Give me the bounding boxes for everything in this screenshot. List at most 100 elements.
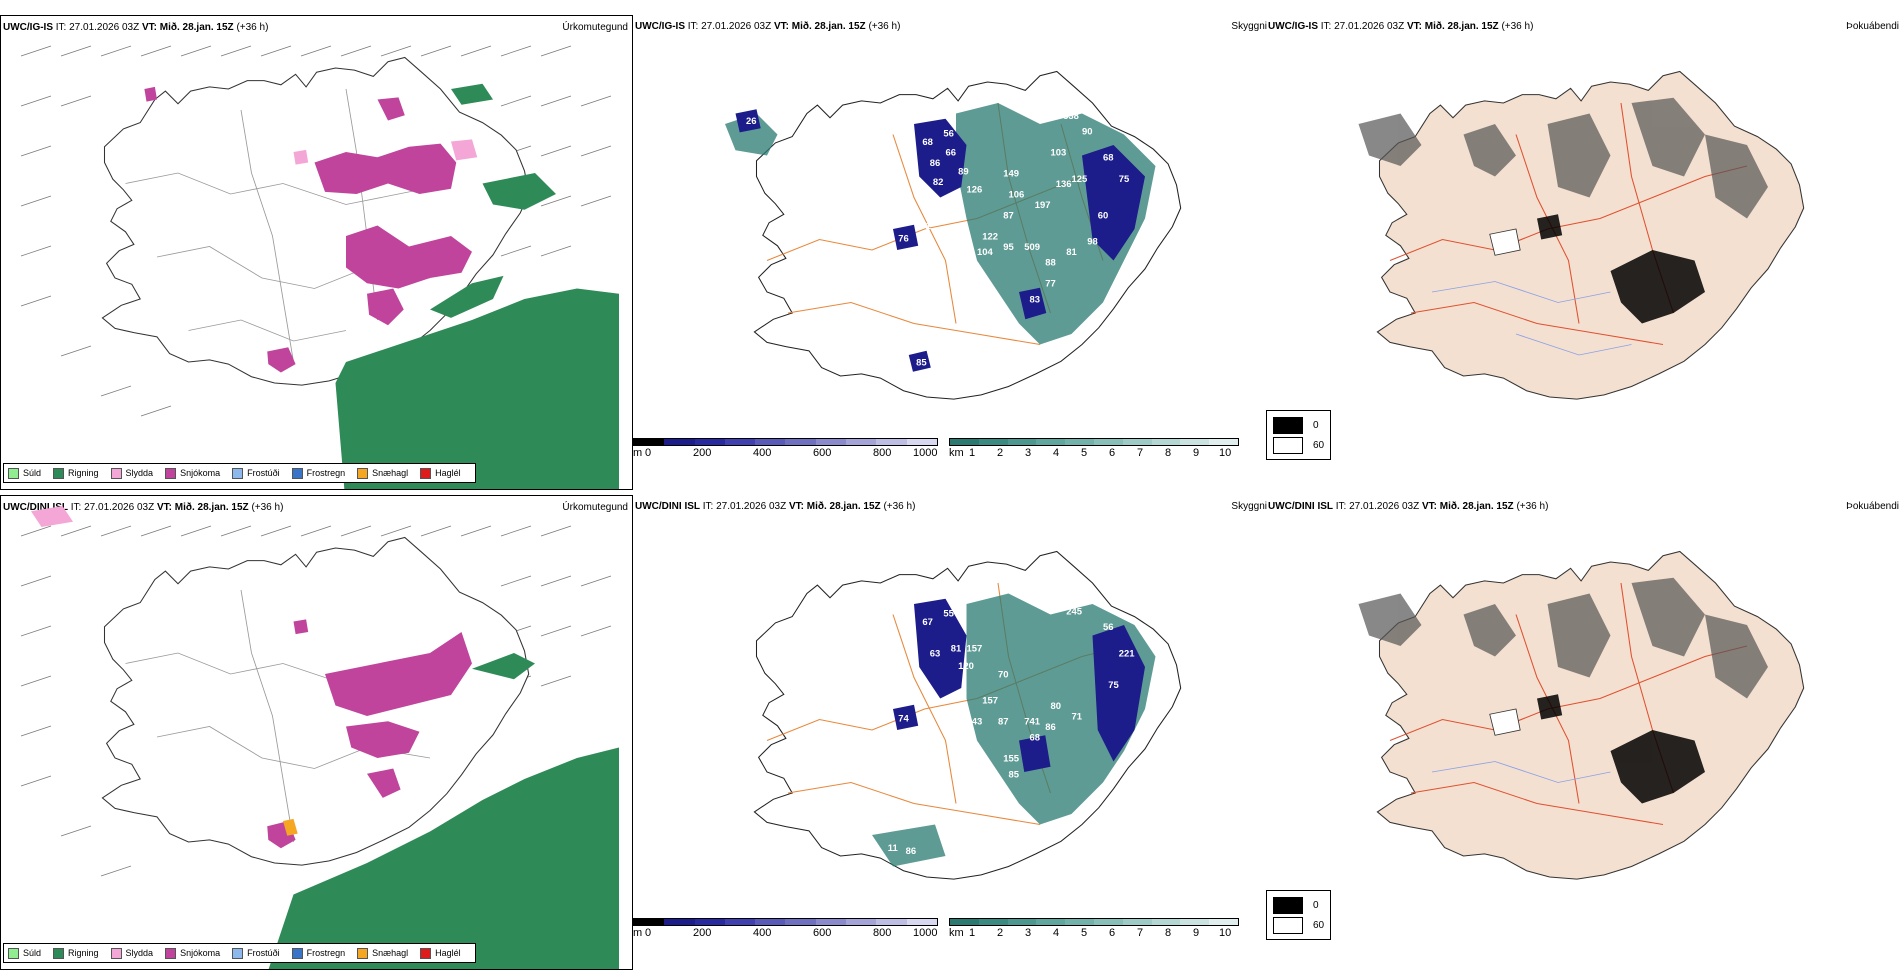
vis-label: 86 bbox=[1045, 722, 1056, 733]
visibility-panel-row2: UWC/DINI ISL IT: 27.01.2026 03Z VT: Mið.… bbox=[633, 495, 1267, 970]
panel-header: UWC/DINI ISL IT: 27.01.2026 03Z VT: Mið.… bbox=[635, 501, 916, 512]
elevation-colorbar-gradient bbox=[633, 438, 938, 446]
vis-label: 66 bbox=[946, 148, 957, 159]
visibility-map: 67 55 63 81 157 120 74 70 157 143 87 80 … bbox=[753, 550, 1182, 880]
vis-label: 125 bbox=[1072, 174, 1088, 185]
fog-legend-label: 0 bbox=[1313, 899, 1319, 911]
elevation-unit: m bbox=[633, 447, 643, 459]
vis-label: 81 bbox=[951, 643, 962, 654]
vis-label: 136 bbox=[1056, 179, 1072, 190]
legend-item-rigning: Rigning bbox=[53, 947, 99, 959]
legend-item-sudd: Súld bbox=[8, 947, 41, 959]
precip-type-panel-row1: UWC/IG-IS IT: 27.01.2026 03Z VT: Mið. 28… bbox=[0, 15, 633, 490]
elevation-tick: 1000 bbox=[913, 447, 938, 459]
fog-swatch-white-icon bbox=[1273, 436, 1303, 454]
legend-item-haglel: Haglél bbox=[420, 947, 461, 959]
visibility-tick: 3 bbox=[1025, 447, 1032, 459]
swatch-slydda-icon bbox=[110, 947, 122, 959]
elevation-tick: 200 bbox=[693, 927, 712, 939]
legend-item-frostudi: Frostúði bbox=[232, 947, 280, 959]
elevation-tick: 400 bbox=[753, 927, 772, 939]
legend-item-snaehagl: Snæhagl bbox=[357, 467, 408, 479]
visibility-colorbar-gradient bbox=[949, 918, 1239, 926]
vis-label: 106 bbox=[1009, 190, 1025, 201]
swatch-frostregn-icon bbox=[291, 947, 303, 959]
vis-label: 60 bbox=[1098, 210, 1109, 221]
legend-item-sudd: Súld bbox=[8, 467, 41, 479]
swatch-haglel-icon bbox=[420, 467, 432, 479]
fog-legend: 0 60 bbox=[1266, 890, 1332, 940]
precip-legend: Súld Rigning Slydda Snjókoma Frostúði Fr… bbox=[3, 943, 476, 963]
visibility-tick: 1 bbox=[969, 447, 976, 459]
swatch-sudd-icon bbox=[8, 467, 19, 479]
fog-map bbox=[1358, 70, 1805, 400]
visibility-tick: 5 bbox=[1081, 927, 1088, 939]
fog-swatch-white-icon bbox=[1273, 916, 1303, 934]
swatch-rigning-icon bbox=[53, 467, 65, 479]
panel-title: Skyggni bbox=[1231, 21, 1267, 32]
elevation-tick: 600 bbox=[813, 927, 832, 939]
vis-label: 87 bbox=[1003, 210, 1014, 221]
visibility-map: 68 56 86 66 82 89 126 76 91 83 149 106 1… bbox=[725, 70, 1182, 400]
legend-item-snjokoma: Snjókoma bbox=[165, 947, 220, 959]
elevation-unit: m bbox=[633, 927, 643, 939]
swatch-slydda-icon bbox=[110, 467, 122, 479]
visibility-tick: 6 bbox=[1109, 927, 1116, 939]
swatch-sudd-icon bbox=[8, 947, 19, 959]
swatch-rigning-icon bbox=[53, 947, 65, 959]
vis-label: 68 bbox=[922, 137, 933, 148]
vis-label: 56 bbox=[943, 129, 954, 140]
vis-label: 81 bbox=[1066, 247, 1077, 258]
vis-label: 82 bbox=[933, 177, 944, 188]
vis-label: 245 bbox=[1066, 607, 1082, 618]
elevation-colorbar-gradient bbox=[633, 918, 938, 926]
vis-label: 197 bbox=[1035, 200, 1051, 211]
visibility-tick: 4 bbox=[1053, 447, 1060, 459]
visibility-tick: 7 bbox=[1137, 447, 1144, 459]
swatch-snjokoma-icon bbox=[165, 947, 177, 959]
vis-label: 26 bbox=[746, 116, 757, 127]
vis-label: 85 bbox=[1009, 769, 1020, 780]
vis-label: 77 bbox=[1045, 279, 1056, 290]
visibility-tick: 10 bbox=[1219, 447, 1232, 459]
visibility-tick: 6 bbox=[1109, 447, 1116, 459]
panel-header: UWC/DINI ISL IT: 27.01.2026 03Z VT: Mið.… bbox=[3, 502, 284, 513]
visibility-tick: 1 bbox=[969, 927, 976, 939]
vis-label: 509 bbox=[1024, 242, 1040, 253]
vis-label: 98 bbox=[1087, 237, 1098, 248]
legend-item-slydda: Slydda bbox=[110, 947, 153, 959]
vis-label: 76 bbox=[898, 234, 909, 245]
precip-type-panel-row2: UWC/DINI ISL IT: 27.01.2026 03Z VT: Mið.… bbox=[0, 495, 633, 970]
visibility-tick: 2 bbox=[997, 927, 1004, 939]
vis-label: 75 bbox=[1119, 174, 1130, 185]
panel-title: Þokuábendi bbox=[1846, 21, 1899, 32]
vis-label: 68 bbox=[1103, 153, 1114, 164]
vis-label: 157 bbox=[982, 696, 998, 707]
fog-legend: 0 60 bbox=[1266, 410, 1332, 460]
legend-item-snaehagl: Snæhagl bbox=[357, 947, 408, 959]
vis-label: 86 bbox=[906, 846, 917, 857]
legend-item-snjokoma: Snjókoma bbox=[165, 467, 220, 479]
swatch-snjokoma-icon bbox=[165, 467, 177, 479]
elevation-tick: 400 bbox=[753, 447, 772, 459]
vis-label: 83 bbox=[1030, 295, 1041, 306]
vis-label: 103 bbox=[1051, 148, 1067, 159]
fog-swatch-black-icon bbox=[1273, 896, 1303, 914]
elevation-colorbar: m 0 200 400 600 800 1000 bbox=[633, 918, 938, 940]
vis-label: 157 bbox=[967, 643, 983, 654]
vis-label: 87 bbox=[998, 717, 1009, 728]
legend-item-frostregn: Frostregn bbox=[291, 467, 345, 479]
legend-item-haglel: Haglél bbox=[420, 467, 461, 479]
vis-label: 11 bbox=[888, 843, 898, 854]
panel-title: Skyggni bbox=[1231, 501, 1267, 512]
visibility-colorbar-gradient bbox=[949, 438, 1239, 446]
vis-label: 74 bbox=[898, 714, 909, 725]
visibility-panel-row1: UWC/IG-IS IT: 27.01.2026 03Z VT: Mið. 28… bbox=[633, 15, 1267, 490]
panel-header: UWC/IG-IS IT: 27.01.2026 03Z VT: Mið. 28… bbox=[3, 22, 269, 33]
fog-legend-label: 0 bbox=[1313, 419, 1319, 431]
vis-label: 221 bbox=[1119, 649, 1135, 660]
vis-label: 126 bbox=[967, 184, 983, 195]
vis-label: 538 bbox=[1063, 111, 1079, 122]
fog-panel-row1: UWC/IG-IS IT: 27.01.2026 03Z VT: Mið. 28… bbox=[1266, 15, 1899, 490]
swatch-frostudi-icon bbox=[232, 947, 244, 959]
